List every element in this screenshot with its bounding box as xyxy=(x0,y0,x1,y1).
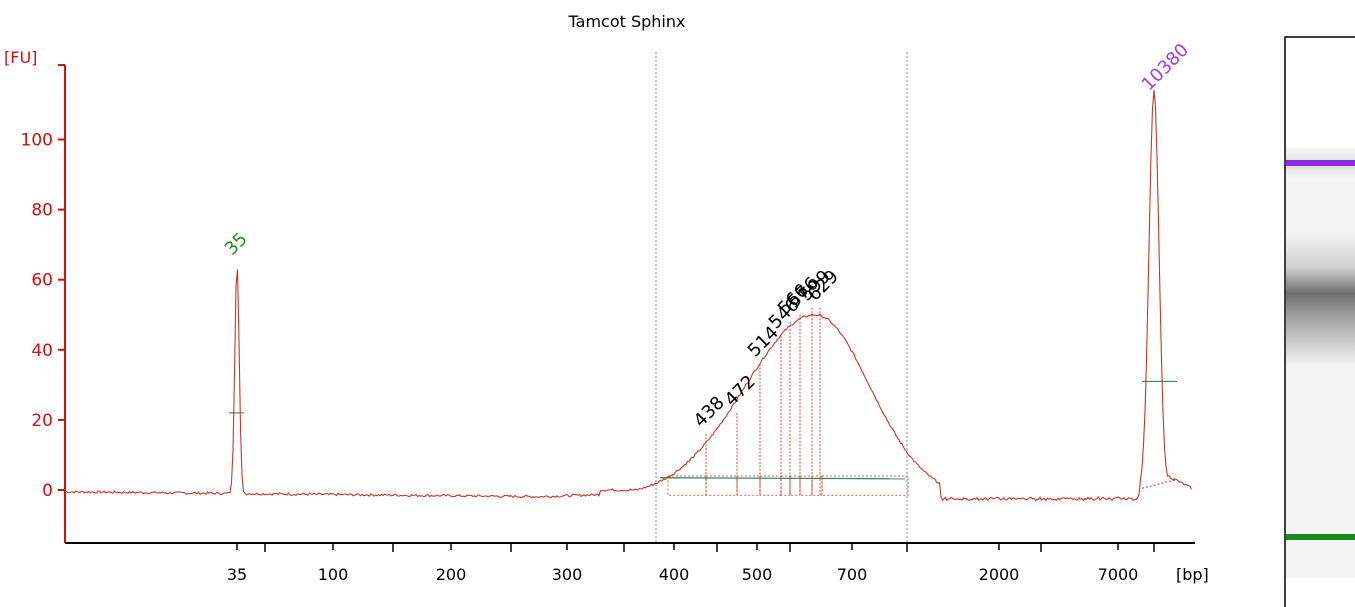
upper-marker-baseline xyxy=(1141,478,1178,489)
peak-area-box xyxy=(821,475,909,496)
peak-area-box xyxy=(705,475,738,496)
peak-area-box xyxy=(780,475,791,496)
peak-area-box xyxy=(789,475,801,496)
y-ticks: 0 20 40 60 80 100 xyxy=(21,64,65,501)
peak-area-box xyxy=(811,475,823,496)
peak-label: 35 xyxy=(221,229,252,260)
peak-areas xyxy=(667,475,909,496)
peak-label: 472 xyxy=(721,371,760,410)
x-tick-label: 500 xyxy=(742,565,773,584)
x-tick-label: 7000 xyxy=(1098,565,1139,584)
x-axis-label: [bp] xyxy=(1176,565,1209,584)
chart-title: Tamcot Sphinx xyxy=(568,12,686,31)
x-tick-label: 2000 xyxy=(979,565,1020,584)
peak-area-box xyxy=(667,475,707,496)
upper-marker-band xyxy=(1286,160,1355,166)
x-tick-label: 200 xyxy=(436,565,467,584)
x-tick-label: 300 xyxy=(552,565,583,584)
region-markers xyxy=(655,52,908,543)
lower-marker-band xyxy=(1286,534,1355,540)
y-tick-label: 0 xyxy=(42,481,53,501)
y-tick-label: 80 xyxy=(31,201,53,221)
y-tick-label: 40 xyxy=(31,341,53,361)
x-tick-label: 35 xyxy=(227,565,247,584)
x-tick-label: 700 xyxy=(837,565,868,584)
peak-area-box xyxy=(736,475,761,496)
x-tick-label: 100 xyxy=(318,565,349,584)
y-tick-label: 60 xyxy=(31,271,53,291)
peak-label: 10380 xyxy=(1138,40,1193,95)
trace-line xyxy=(64,90,1192,502)
x-tick-label: 400 xyxy=(659,565,690,584)
gel-lane xyxy=(1284,36,1355,607)
sample-smear xyxy=(1286,235,1355,365)
x-ticks: 35 100 200 300 400 500 700 2000 7000 xyxy=(227,543,1155,584)
peak-area-box xyxy=(759,475,782,496)
axes xyxy=(64,65,1195,544)
y-tick-label: 20 xyxy=(31,411,53,431)
region-baseline xyxy=(659,477,906,480)
trace xyxy=(64,90,1192,502)
y-axis-label: [FU] xyxy=(4,48,37,67)
y-tick-label: 100 xyxy=(21,131,53,151)
